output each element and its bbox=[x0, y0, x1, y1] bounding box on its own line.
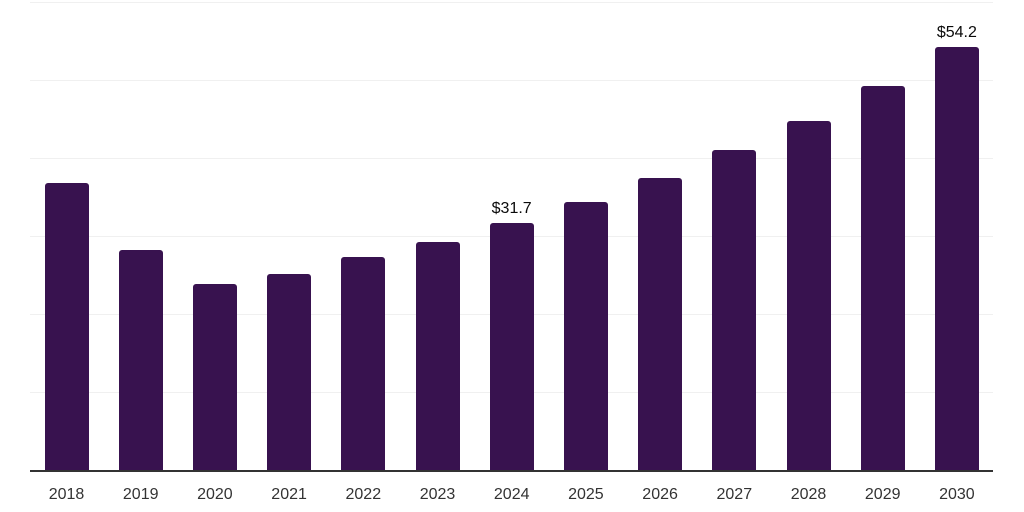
bar-2020 bbox=[192, 283, 237, 470]
x-tick-2018: 2018 bbox=[48, 486, 85, 503]
bar-2019 bbox=[118, 250, 163, 470]
bar-2023 bbox=[415, 242, 460, 470]
bar-2027 bbox=[712, 150, 757, 470]
bar-2024 bbox=[489, 222, 534, 470]
gridline-40 bbox=[30, 158, 993, 159]
value-label-2024: $31.7 bbox=[491, 199, 532, 217]
x-tick-2024: 2024 bbox=[493, 486, 530, 503]
gridline-60 bbox=[30, 2, 993, 3]
bar-2022 bbox=[341, 257, 386, 470]
x-tick-2019: 2019 bbox=[122, 486, 159, 503]
value-label-2030: $54.2 bbox=[936, 24, 977, 42]
x-tick-2021: 2021 bbox=[271, 486, 307, 503]
x-tick-2028: 2028 bbox=[790, 486, 827, 503]
bar-2029 bbox=[860, 86, 905, 470]
x-tick-2020: 2020 bbox=[197, 486, 233, 503]
x-tick-2022: 2022 bbox=[345, 486, 382, 503]
bar-2026 bbox=[638, 178, 683, 470]
x-axis-line bbox=[30, 470, 993, 472]
x-tick-2030: 2030 bbox=[939, 486, 975, 503]
x-tick-2025: 2025 bbox=[568, 486, 604, 503]
bar-2021 bbox=[267, 274, 312, 470]
x-tick-2023: 2023 bbox=[419, 486, 456, 503]
bar-2028 bbox=[786, 120, 831, 470]
x-tick-2026: 2026 bbox=[642, 486, 678, 503]
x-tick-2027: 2027 bbox=[716, 486, 753, 503]
bar-2018 bbox=[44, 182, 89, 470]
x-tick-2029: 2029 bbox=[864, 486, 901, 503]
bar-2030 bbox=[934, 47, 979, 470]
gridline-50 bbox=[30, 80, 993, 81]
bar-2025 bbox=[563, 202, 608, 470]
